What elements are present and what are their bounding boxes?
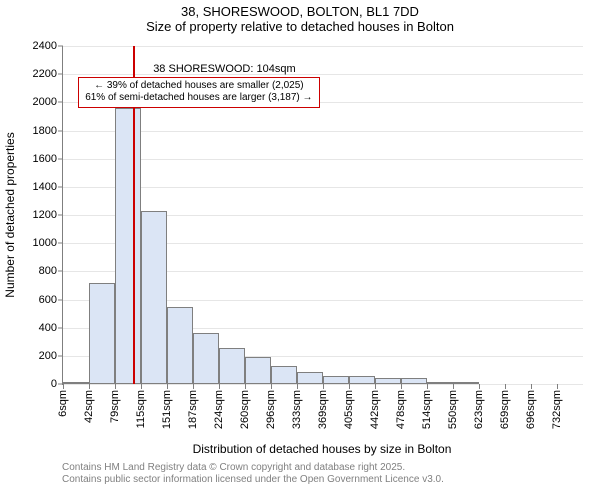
x-tick-mark [141, 384, 142, 389]
y-tick-label: 0 [51, 378, 63, 390]
x-tick-mark [453, 384, 454, 389]
x-tick-mark [427, 384, 428, 389]
x-tick-mark [531, 384, 532, 389]
callout-line2: 61% of semi-detached houses are larger (… [85, 92, 312, 105]
x-tick-label: 42sqm [83, 390, 95, 423]
x-tick-label: 732sqm [551, 390, 563, 429]
y-tick-label: 1000 [33, 237, 63, 249]
histogram-bar [401, 378, 427, 384]
y-tick-label: 200 [39, 350, 63, 362]
y-tick-label: 1200 [33, 209, 63, 221]
x-tick-label: 405sqm [343, 390, 355, 429]
histogram-bar [115, 108, 141, 384]
histogram-bar [167, 307, 193, 384]
plot-area: 0200400600800100012001400160018002000220… [62, 46, 583, 385]
x-tick-label: 333sqm [291, 390, 303, 429]
histogram-bar [245, 357, 271, 384]
y-tick-label: 2200 [33, 68, 63, 80]
x-tick-label: 369sqm [317, 390, 329, 429]
x-tick-mark [89, 384, 90, 389]
x-tick-label: 659sqm [499, 390, 511, 429]
gridline [63, 159, 583, 160]
x-tick-mark [401, 384, 402, 389]
gridline [63, 131, 583, 132]
gridline [63, 74, 583, 75]
histogram-bar [453, 382, 479, 384]
y-tick-label: 1400 [33, 181, 63, 193]
title-line2: Size of property relative to detached ho… [0, 19, 600, 34]
marker-title: 38 SHORESWOOD: 104sqm [153, 63, 295, 75]
y-tick-label: 1800 [33, 125, 63, 137]
x-tick-mark [115, 384, 116, 389]
x-tick-label: 550sqm [447, 390, 459, 429]
y-tick-label: 1600 [33, 153, 63, 165]
histogram-bar [271, 366, 297, 384]
y-tick-label: 2400 [33, 40, 63, 52]
x-tick-label: 151sqm [161, 390, 173, 429]
x-tick-label: 442sqm [369, 390, 381, 429]
y-tick-label: 800 [39, 265, 63, 277]
histogram-bar [323, 376, 349, 384]
gridline [63, 46, 583, 47]
histogram-bar [375, 378, 401, 384]
y-tick-label: 2000 [33, 96, 63, 108]
x-axis-title: Distribution of detached houses by size … [62, 442, 582, 456]
x-tick-label: 79sqm [109, 390, 121, 423]
footer-line1: Contains HM Land Registry data © Crown c… [62, 462, 444, 474]
x-tick-mark [479, 384, 480, 389]
title-line1: 38, SHORESWOOD, BOLTON, BL1 7DD [0, 4, 600, 19]
x-tick-mark [323, 384, 324, 389]
footer-line2: Contains public sector information licen… [62, 474, 444, 486]
x-tick-mark [167, 384, 168, 389]
footer-attribution: Contains HM Land Registry data © Crown c… [62, 462, 444, 486]
x-tick-mark [245, 384, 246, 389]
x-tick-mark [297, 384, 298, 389]
x-tick-label: 696sqm [525, 390, 537, 429]
x-tick-label: 115sqm [135, 390, 147, 428]
y-tick-label: 600 [39, 294, 63, 306]
y-tick-label: 400 [39, 322, 63, 334]
histogram-bar [297, 372, 323, 384]
x-tick-label: 514sqm [421, 390, 433, 429]
gridline [63, 187, 583, 188]
x-tick-label: 296sqm [265, 390, 277, 429]
histogram-bar [349, 376, 375, 384]
marker-callout: ← 39% of detached houses are smaller (2,… [78, 77, 319, 108]
histogram-bar [193, 333, 219, 384]
title-block: 38, SHORESWOOD, BOLTON, BL1 7DD Size of … [0, 0, 600, 34]
x-tick-label: 478sqm [395, 390, 407, 429]
x-tick-mark [505, 384, 506, 389]
histogram-bar [63, 382, 89, 384]
x-tick-mark [63, 384, 64, 389]
histogram-bar [141, 211, 167, 384]
x-tick-mark [219, 384, 220, 389]
x-tick-label: 260sqm [239, 390, 251, 429]
x-tick-label: 6sqm [57, 390, 69, 417]
x-tick-label: 224sqm [213, 390, 225, 429]
y-axis-title: Number of detached properties [3, 132, 17, 297]
histogram-bar [219, 348, 245, 384]
x-tick-mark [375, 384, 376, 389]
x-tick-mark [193, 384, 194, 389]
x-tick-mark [557, 384, 558, 389]
x-tick-label: 623sqm [473, 390, 485, 429]
histogram-bar [427, 382, 453, 384]
x-tick-mark [349, 384, 350, 389]
callout-line1: ← 39% of detached houses are smaller (2,… [85, 80, 312, 93]
x-tick-label: 187sqm [187, 390, 199, 429]
chart-container: 38, SHORESWOOD, BOLTON, BL1 7DD Size of … [0, 0, 600, 500]
histogram-bar [89, 283, 115, 384]
x-tick-mark [271, 384, 272, 389]
